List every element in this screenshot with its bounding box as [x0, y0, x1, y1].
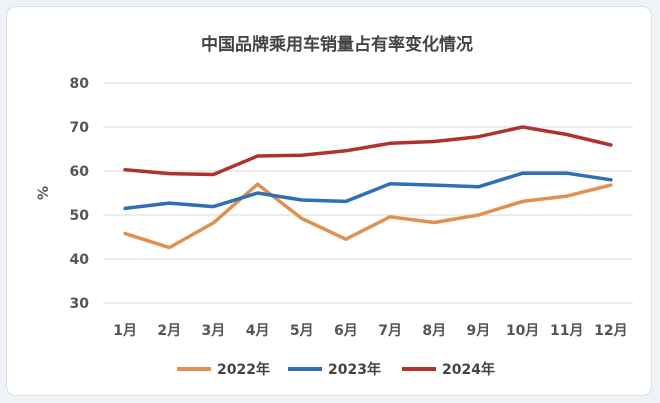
data-point	[300, 198, 304, 202]
data-point	[123, 231, 127, 235]
y-axis-label: %	[36, 186, 52, 200]
data-point	[609, 143, 613, 147]
series-line-2022年	[123, 182, 613, 250]
data-point	[432, 183, 436, 187]
series-line-2023年	[123, 171, 613, 211]
data-point	[344, 149, 348, 153]
data-point	[388, 182, 392, 186]
x-tick-label: 1月	[113, 323, 137, 339]
data-point	[211, 221, 215, 225]
x-tick-labels: 1月 2月 3月 4月 5月 6月 7月 8月 9月 10月 11月 12月	[113, 323, 627, 339]
data-point	[211, 205, 215, 209]
data-point	[300, 153, 304, 157]
data-point	[256, 191, 260, 195]
grid-lines	[103, 82, 633, 304]
data-point	[565, 194, 569, 198]
x-tick-label: 3月	[202, 323, 226, 339]
legend-label: 2022年	[217, 361, 270, 378]
series-line-2024年	[123, 125, 613, 177]
data-point	[211, 173, 215, 177]
data-point	[123, 168, 127, 172]
data-point	[123, 206, 127, 210]
series-lines	[123, 125, 613, 250]
data-point	[344, 199, 348, 203]
data-point	[609, 178, 613, 182]
data-point	[521, 199, 525, 203]
x-tick-label: 7月	[378, 323, 402, 339]
x-tick-label: 6月	[334, 323, 358, 339]
legend-label: 2024年	[442, 361, 495, 378]
x-tick-label: 8月	[422, 323, 446, 339]
data-point	[256, 182, 260, 186]
data-point	[256, 154, 260, 158]
x-tick-label: 5月	[290, 323, 314, 339]
legend-item-2023年: 2023年	[288, 361, 381, 378]
x-tick-label: 12月	[594, 323, 627, 339]
data-point	[388, 141, 392, 145]
data-point	[344, 237, 348, 241]
data-point	[388, 215, 392, 219]
legend-item-2024年: 2024年	[402, 361, 495, 378]
data-point	[432, 220, 436, 224]
x-tick-label: 4月	[246, 323, 270, 339]
chart-card: 中国品牌乘用车销量占有率变化情况 % 30 40 50 60 70 80 1月 2月 3月 4月…	[6, 6, 652, 396]
y-tick-label: 30	[70, 296, 90, 312]
data-point	[476, 185, 480, 189]
y-tick-label: 40	[70, 252, 90, 268]
x-tick-label: 2月	[157, 323, 181, 339]
y-tick-label: 80	[70, 76, 90, 92]
legend-item-2022年: 2022年	[177, 361, 270, 378]
legend: 2022年 2023年 2024年	[177, 361, 495, 378]
legend-label: 2023年	[328, 361, 381, 378]
data-point	[300, 217, 304, 221]
data-point	[521, 125, 525, 129]
chart-title: 中国品牌乘用车销量占有率变化情况	[201, 34, 473, 55]
data-point	[432, 140, 436, 144]
data-point	[167, 172, 171, 176]
x-tick-label: 9月	[467, 323, 491, 339]
data-point	[521, 171, 525, 175]
data-point	[609, 183, 613, 187]
y-tick-label: 60	[70, 164, 90, 180]
data-point	[167, 201, 171, 205]
data-point	[476, 213, 480, 217]
y-tick-label: 70	[70, 120, 90, 136]
line-chart: 中国品牌乘用车销量占有率变化情况 % 30 40 50 60 70 80 1月 2月 3月 4月…	[36, 34, 633, 378]
data-point	[476, 135, 480, 139]
y-tick-label: 50	[70, 208, 90, 224]
data-point	[565, 132, 569, 136]
x-tick-label: 10月	[506, 323, 539, 339]
x-tick-label: 11月	[550, 323, 583, 339]
data-point	[167, 246, 171, 250]
y-tick-labels: 30 40 50 60 70 80	[70, 76, 90, 312]
data-point	[565, 171, 569, 175]
